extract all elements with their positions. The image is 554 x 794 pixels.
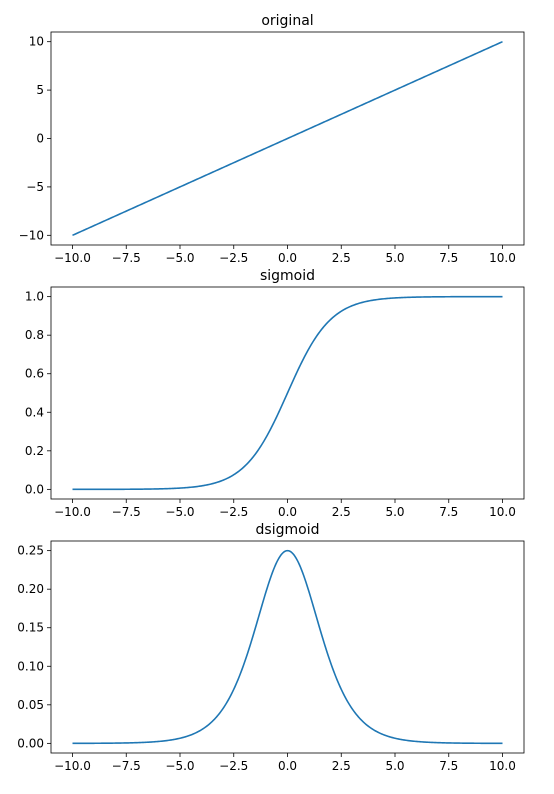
x-tick-label: 0.0 (278, 251, 297, 265)
x-tick-label: 5.0 (385, 505, 404, 519)
x-tick-label: −2.5 (219, 759, 248, 773)
chart-title: original (261, 13, 313, 29)
y-tick-label: −5 (26, 180, 44, 194)
y-tick-label: 0.10 (17, 659, 44, 673)
chart-title: dsigmoid (256, 522, 320, 538)
x-tick-label: 2.5 (332, 251, 351, 265)
y-tick-label: 0.2 (25, 444, 44, 458)
x-tick-label: −5.0 (165, 759, 194, 773)
y-tick-label: 0.0 (25, 482, 44, 496)
x-tick-label: 5.0 (385, 759, 404, 773)
y-tick-label: 0.15 (17, 621, 44, 635)
y-tick-label: 0 (36, 132, 44, 146)
x-tick-label: −7.5 (112, 759, 141, 773)
series-line-dsigmoid (72, 549, 503, 745)
series-line-original (72, 40, 503, 237)
y-tick-label: 5 (36, 83, 44, 97)
x-tick-label: −10.0 (54, 505, 91, 519)
x-tick-label: 7.5 (439, 251, 458, 265)
chart-title: sigmoid (260, 268, 315, 284)
y-tick-label: 1.0 (25, 290, 44, 304)
x-tick-label: −2.5 (219, 251, 248, 265)
y-tick-label: 0.00 (17, 736, 44, 750)
x-tick-label: −10.0 (54, 759, 91, 773)
x-tick-label: 2.5 (332, 505, 351, 519)
x-tick-label: 10.0 (489, 759, 516, 773)
x-tick-label: −10.0 (54, 251, 91, 265)
x-tick-label: 0.0 (278, 505, 297, 519)
chart-panel-1: sigmoid −10.0 −7.5 −5.0 −2.5 0.0 2.5 5.0 7.5 10.0… (25, 268, 525, 519)
y-tick-label: 0.20 (17, 582, 44, 596)
y-tick-label: −10 (19, 228, 44, 242)
x-tick-label: −7.5 (112, 505, 141, 519)
x-tick-label: −7.5 (112, 251, 141, 265)
y-tick-label: 0.25 (17, 544, 44, 558)
y-tick-label: 10 (29, 35, 44, 49)
x-tick-label: 10.0 (489, 251, 516, 265)
chart-panel-0: original −10.0 −7.5 −5.0 −2.5 0.0 2.5 5.0 7.5 10.… (19, 13, 525, 265)
y-tick-label: 0.6 (25, 367, 44, 381)
x-tick-label: 10.0 (489, 505, 516, 519)
x-tick-label: 7.5 (439, 505, 458, 519)
x-tick-label: 0.0 (278, 759, 297, 773)
x-tick-label: −5.0 (165, 505, 194, 519)
x-tick-label: −2.5 (219, 505, 248, 519)
x-tick-label: 7.5 (439, 759, 458, 773)
y-tick-label: 0.4 (25, 405, 44, 419)
plot-frame (50, 540, 525, 754)
x-tick-label: 2.5 (332, 759, 351, 773)
x-tick-label: −5.0 (165, 251, 194, 265)
y-tick-label: 0.05 (17, 698, 44, 712)
x-tick-label: 5.0 (385, 251, 404, 265)
y-tick-label: 0.8 (25, 328, 44, 342)
series-line-sigmoid (72, 295, 503, 491)
chart-panel-2: dsigmoid −10.0 −7.5 −5.0 −2.5 0.0 2.5 5.0 7.5 10.… (17, 522, 525, 773)
